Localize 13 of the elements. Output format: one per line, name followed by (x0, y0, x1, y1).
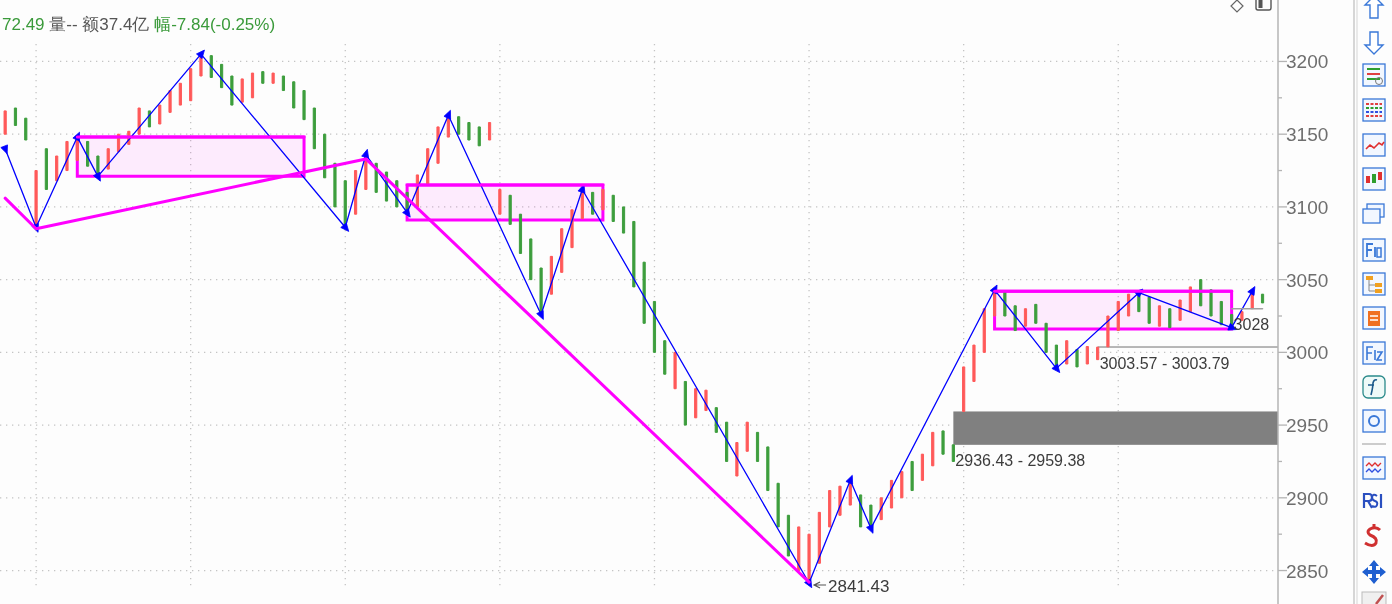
y-tick-label: 2850 (1286, 560, 1329, 582)
y-tick-label: 2950 (1286, 415, 1329, 437)
series-label: 3028 (1233, 315, 1270, 333)
y-tick-label: 3200 (1286, 51, 1329, 73)
chart-title: 72.49 量-- 额37.4亿 幅-7.84(-0.25%) (2, 15, 276, 34)
y-tick-label: 3050 (1286, 269, 1329, 291)
y-tick-label: 3000 (1286, 342, 1329, 364)
y-tick-label: 3150 (1286, 124, 1329, 146)
band-label: 3003.57 - 3003.79 (1099, 354, 1230, 372)
annotation: 2841.43 (828, 577, 890, 597)
band-label: 2936.43 - 2959.38 (955, 451, 1086, 469)
y-tick-label: 3100 (1286, 196, 1329, 218)
y-tick-label: 2900 (1286, 487, 1329, 509)
